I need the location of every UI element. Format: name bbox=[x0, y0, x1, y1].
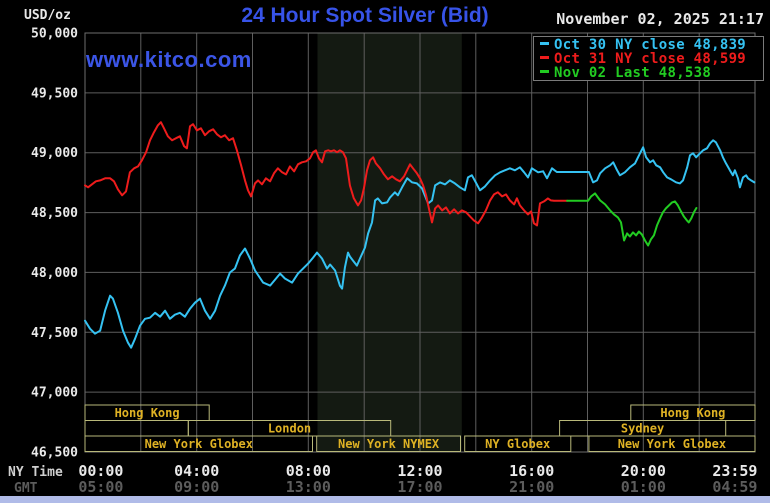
unit-label: USD/oz bbox=[24, 8, 71, 23]
session-box bbox=[84, 435, 313, 452]
x-axis-label-ny: 12:00 bbox=[397, 462, 442, 480]
datetime-label: November 02, 2025 21:17 bbox=[556, 10, 764, 28]
x-axis-label-gmt: 01:00 bbox=[621, 478, 666, 496]
legend-box: Oct 30 NY close 48,839 Oct 31 NY close 48… bbox=[533, 36, 764, 81]
x-axis-label-gmt: 13:00 bbox=[286, 478, 331, 496]
x-axis-label-ny: 08:00 bbox=[286, 462, 331, 480]
legend-item: Oct 31 NY close 48,599 bbox=[540, 52, 763, 66]
x-axis-label-ny: 16:00 bbox=[509, 462, 554, 480]
session-label: New York Globex bbox=[618, 437, 726, 451]
x-axis-label-ny: 23:59 bbox=[712, 462, 757, 480]
x-axis-label-gmt: 17:00 bbox=[397, 478, 442, 496]
price-series-oct30 bbox=[84, 139, 756, 349]
bottom-strip bbox=[0, 496, 770, 503]
price-series-oct31 bbox=[84, 121, 569, 227]
session-label: Sydney bbox=[621, 422, 664, 436]
legend-dash-icon bbox=[540, 42, 549, 45]
legend-label: Oct 31 NY close 48,599 bbox=[554, 51, 747, 67]
page-title: 24 Hour Spot Silver (Bid) bbox=[241, 4, 489, 27]
price-series-nov02 bbox=[566, 192, 698, 247]
legend-dash-icon bbox=[540, 70, 549, 73]
legend-label: Oct 30 NY close 48,839 bbox=[554, 37, 747, 53]
legend-item: Nov 02 Last 48,538 bbox=[540, 66, 763, 80]
x-axis-label-ny: 00:00 bbox=[78, 462, 123, 480]
x-axis-label-ny: 04:00 bbox=[174, 462, 219, 480]
nymex-session-band bbox=[317, 33, 462, 452]
session-label: New York NYMEX bbox=[338, 437, 440, 451]
session-label: Hong Kong bbox=[115, 406, 180, 420]
session-box bbox=[316, 435, 462, 452]
session-box bbox=[464, 435, 572, 452]
y-axis-label: 49,500 bbox=[31, 86, 78, 101]
y-axis-label: 50,000 bbox=[31, 27, 78, 42]
x-axis-label-gmt: 21:00 bbox=[509, 478, 554, 496]
session-box bbox=[84, 420, 189, 437]
y-axis-label: 47,500 bbox=[31, 326, 78, 341]
session-box bbox=[588, 435, 756, 452]
legend-item: Oct 30 NY close 48,839 bbox=[540, 38, 763, 52]
x-axis-label-gmt: 04:59 bbox=[712, 478, 757, 496]
gmt-label: GMT bbox=[14, 481, 38, 496]
session-label: New York Globex bbox=[145, 437, 253, 451]
session-label: NY Globex bbox=[485, 437, 550, 451]
x-axis-label-ny: 20:00 bbox=[621, 462, 666, 480]
y-axis-label: 48,500 bbox=[31, 206, 78, 221]
session-label: Hong Kong bbox=[660, 406, 725, 420]
session-label: London bbox=[268, 422, 311, 436]
y-axis-label: 47,000 bbox=[31, 386, 78, 401]
ny-time-label: NY Time bbox=[8, 465, 63, 480]
y-axis-label: 48,000 bbox=[31, 266, 78, 281]
y-axis-label: 49,000 bbox=[31, 146, 78, 161]
x-axis-label-gmt: 05:00 bbox=[78, 478, 123, 496]
x-axis-label-gmt: 09:00 bbox=[174, 478, 219, 496]
y-axis-label: 46,500 bbox=[31, 446, 78, 461]
kitco-watermark-link[interactable]: www.kitco.com bbox=[86, 47, 252, 72]
legend-dash-icon bbox=[540, 56, 549, 59]
legend-label: Nov 02 Last 48,538 bbox=[554, 65, 712, 81]
